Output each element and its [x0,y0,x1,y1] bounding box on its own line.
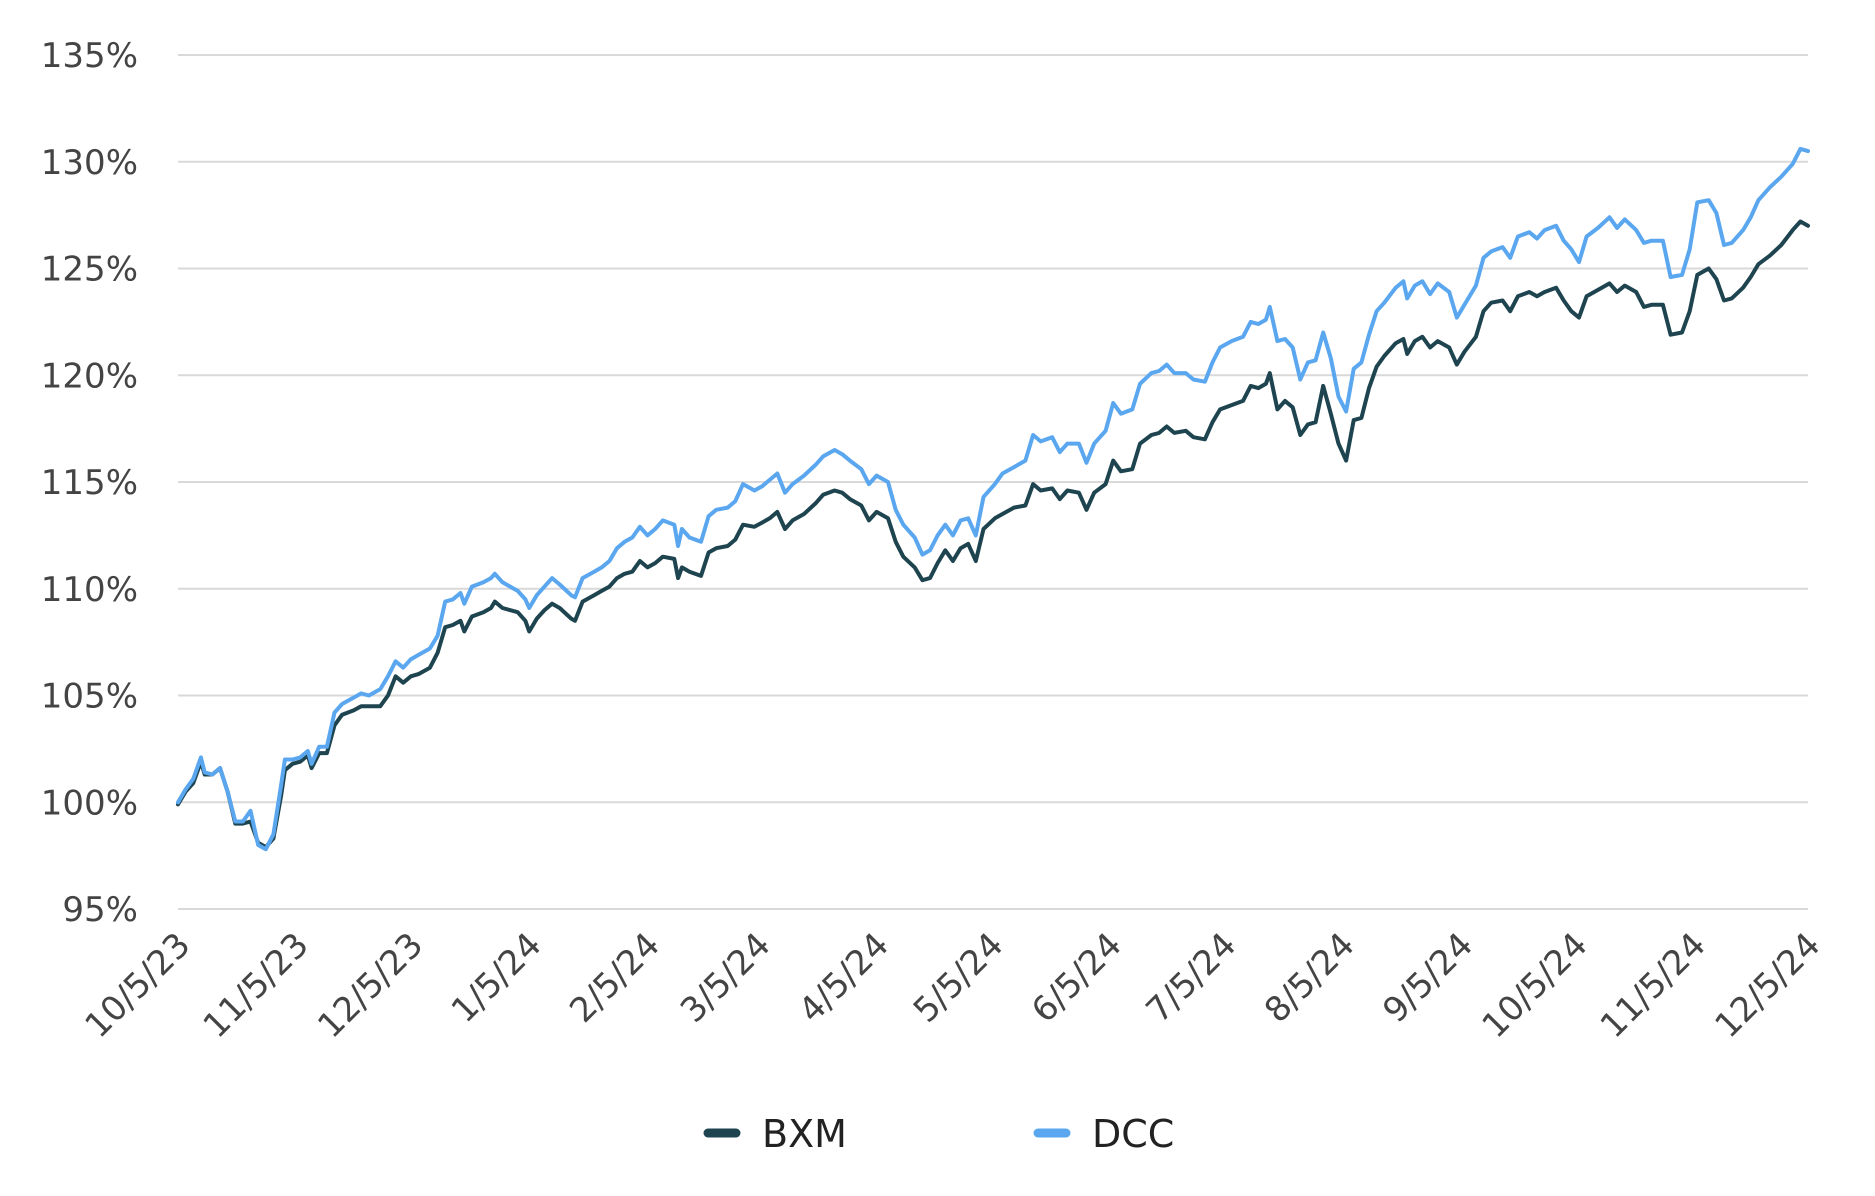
x-tick-label: 12/5/23 [310,925,431,1046]
series-line-dcc [176,146,1810,852]
x-tick-label: 11/5/24 [1593,925,1714,1046]
y-tick-label: 110% [41,570,138,610]
legend-item-bxm: BXM [703,1112,847,1156]
x-tick-label: 2/5/24 [562,925,668,1031]
y-tick-label: 130% [41,143,138,183]
x-tick-label: 5/5/24 [906,925,1012,1031]
legend: BXM DCC [703,1112,1174,1156]
y-tick-label: 120% [41,356,138,396]
series-lines [176,146,1810,852]
legend-item-dcc: DCC [1033,1112,1174,1156]
y-tick-label: 105% [41,677,138,717]
x-tick-label: 10/5/23 [77,925,198,1046]
x-tick-label: 9/5/24 [1375,925,1481,1031]
legend-label: BXM [762,1112,847,1156]
x-tick-label: 10/5/24 [1475,925,1596,1046]
gridlines [178,54,1808,910]
y-tick-label: 95% [62,890,138,930]
series-line-bxm [176,219,1810,850]
y-tick-label: 100% [41,783,138,823]
y-tick-label: 115% [41,463,138,503]
y-axis-ticks: 95% 100% 105% 110% 115% 120% 125% 130% 135% [41,36,138,930]
x-tick-label: 12/5/24 [1707,925,1828,1046]
x-tick-label: 4/5/24 [791,925,897,1031]
x-tick-label: 7/5/24 [1139,925,1245,1031]
x-tick-label: 3/5/24 [673,925,779,1031]
legend-label: DCC [1092,1112,1174,1156]
x-tick-label: 6/5/24 [1024,925,1130,1031]
y-tick-label: 135% [41,36,138,76]
x-tick-label: 11/5/23 [196,925,317,1046]
x-tick-label: 1/5/24 [444,925,550,1031]
x-tick-label: 8/5/24 [1257,925,1363,1031]
y-tick-label: 125% [41,250,138,290]
